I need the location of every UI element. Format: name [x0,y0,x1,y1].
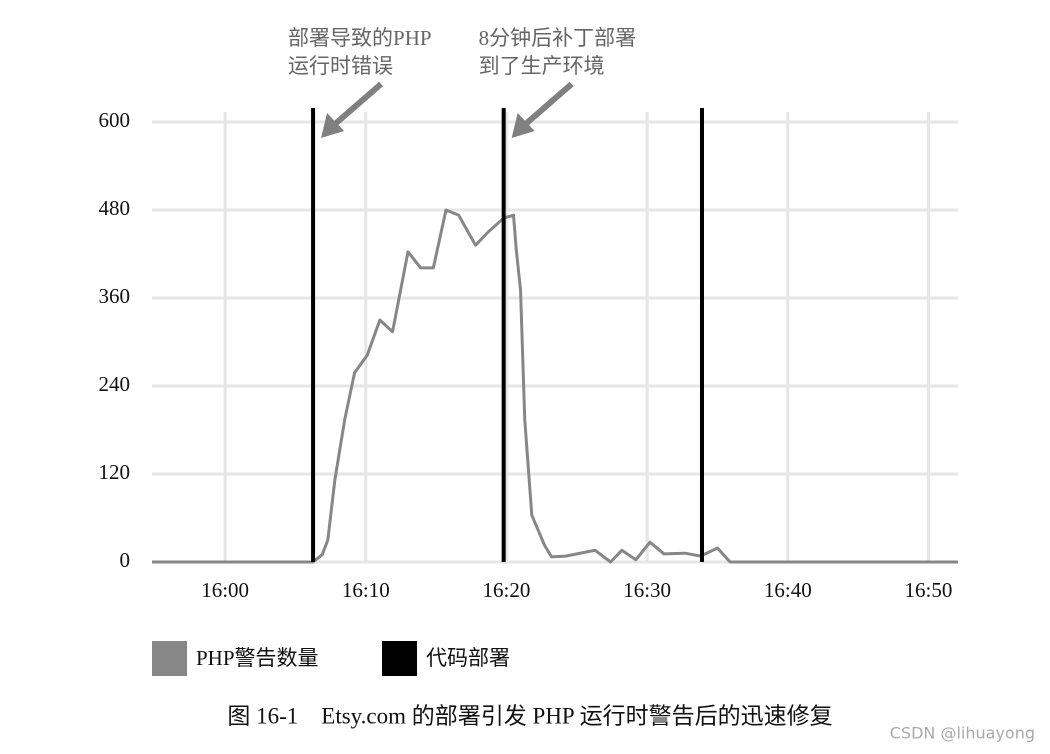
annotation-arrowhead [321,113,345,138]
legend-label: PHP警告数量 [196,646,319,670]
annotation: 8分钟后补丁部署 [479,26,637,50]
annotation-arrow [333,81,384,127]
annotation: 到了生产环境 [479,54,605,78]
y-tick-label: 360 [99,284,131,308]
x-tick-label: 16:30 [623,578,671,602]
x-tick-label: 16:50 [905,578,953,602]
legend-swatch [382,641,417,676]
annotation-arrowhead [511,113,535,138]
x-tick-label: 16:40 [764,578,812,602]
annotation-arrow [523,81,574,127]
legend-swatch [152,641,187,676]
x-tick-label: 16:00 [201,578,249,602]
y-tick-label: 120 [99,460,131,484]
series-line [152,208,958,564]
y-tick-label: 600 [99,108,131,132]
y-tick-label: 480 [99,196,131,220]
annotation: 运行时错误 [288,54,393,78]
legend-label: 代码部署 [426,646,510,670]
y-tick-label: 240 [99,372,131,396]
annotation: 部署导致的PHP [288,26,432,50]
x-tick-label: 16:10 [342,578,390,602]
caption: 图 16-1 Etsy.com 的部署引发 PHP 运行时警告后的迅速修复 [227,703,832,728]
y-tick-label: 0 [120,548,131,572]
x-tick-label: 16:20 [483,578,531,602]
watermark: CSDN @lihuayong [890,724,1035,743]
